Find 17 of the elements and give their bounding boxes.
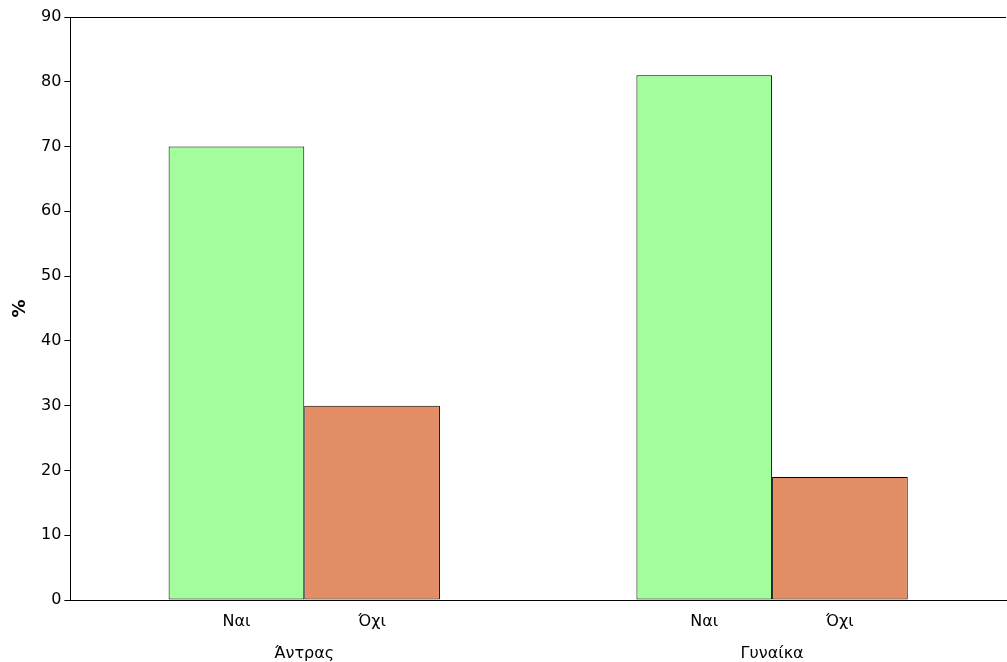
series-label: Ναι (222, 611, 251, 631)
y-tick-label: 30 (41, 394, 62, 414)
y-tick-label: 50 (41, 265, 62, 285)
y-tick-label: 80 (41, 70, 62, 90)
series-label: Όχι (357, 611, 386, 631)
y-tick-label: 20 (41, 459, 62, 479)
x-tick-label: Άντρας (274, 643, 335, 662)
y-tick-label: 0 (51, 589, 62, 609)
y-tick-label: 90 (41, 6, 62, 26)
text: Όχι (826, 611, 854, 631)
y-tick-label: 40 (41, 330, 62, 350)
y-tick-label: 60 (41, 200, 62, 220)
y-tick-label: 10 (41, 524, 62, 544)
text: Ναι (690, 611, 719, 631)
y-tick-label: 70 (41, 135, 62, 155)
y-axis-title: % (7, 299, 29, 318)
x-tick-label: Γυναίκα (740, 643, 804, 662)
